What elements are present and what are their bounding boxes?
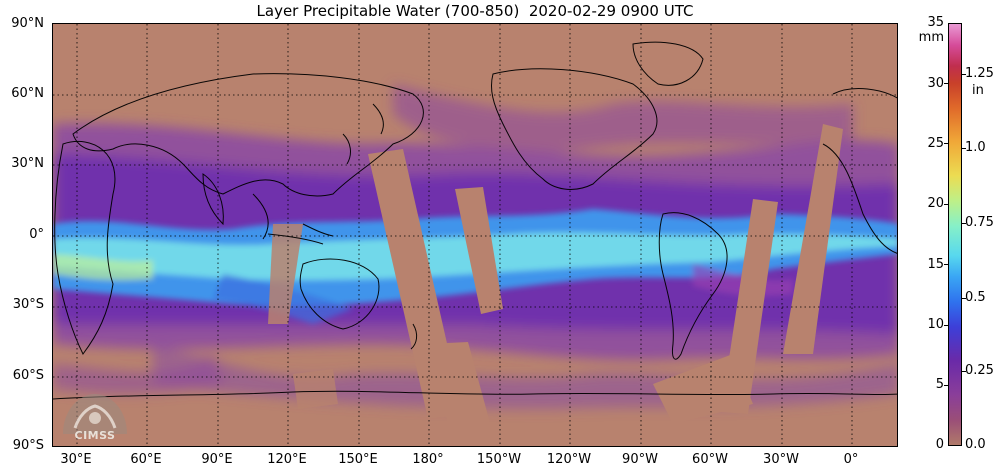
cb-tick xyxy=(944,143,948,144)
lat-label-90s: 90°S xyxy=(12,438,44,453)
lon-label-90e: 90°E xyxy=(201,452,233,467)
cb-tick xyxy=(962,371,966,372)
colorbar-mm-tick-25: 25 xyxy=(927,136,944,151)
colorbar-in-tick-0-25: 0.25 xyxy=(965,363,994,378)
lon-label-90w: 90°W xyxy=(622,452,658,467)
colorbar-mm-tick-30: 30 xyxy=(927,76,944,91)
lat-label-equator: 0° xyxy=(29,227,44,242)
cb-tick xyxy=(944,83,948,84)
lon-label-180: 180° xyxy=(412,452,444,467)
cb-tick xyxy=(944,264,948,265)
cb-tick xyxy=(962,298,966,299)
cb-tick xyxy=(962,223,966,224)
lon-label-0: 0° xyxy=(843,452,859,467)
cimss-logo-icon xyxy=(63,394,127,434)
colorbar-in-unit: in xyxy=(972,83,984,98)
lat-label-30s: 30°S xyxy=(12,297,44,312)
map-title: Layer Precipitable Water (700-850) 2020-… xyxy=(256,2,694,20)
colorbar-in-tick-0-0: 0.0 xyxy=(965,437,986,452)
colorbar-mm-tick-10: 10 xyxy=(927,317,944,332)
colorbar-mm-tick-5: 5 xyxy=(935,377,944,392)
map-graphic xyxy=(53,24,897,446)
colorbar-in-tick-1-25: 1.25 xyxy=(965,66,994,81)
lon-label-30e: 30°E xyxy=(60,452,92,467)
lon-label-120e: 120°E xyxy=(267,452,307,467)
lon-label-60e: 60°E xyxy=(130,452,162,467)
precipitable-water-map xyxy=(52,23,898,447)
lat-label-90n: 90°N xyxy=(11,16,44,31)
lat-label-30n: 30°N xyxy=(11,156,44,171)
colorbar-mm-tick-35: 35 xyxy=(927,15,944,30)
colorbar-mm-unit: mm xyxy=(918,30,944,45)
colorbar-in-tick-1-0: 1.0 xyxy=(965,140,986,155)
colorbar-mm-tick-20: 20 xyxy=(927,196,944,211)
lon-label-120w: 120°W xyxy=(546,452,592,467)
cb-tick xyxy=(962,74,966,75)
cb-tick xyxy=(944,325,948,326)
lat-label-60n: 60°N xyxy=(11,86,44,101)
satellite-swath-gaps xyxy=(268,124,843,436)
colorbar-in-tick-0-5: 0.5 xyxy=(965,290,986,305)
lon-label-30w: 30°W xyxy=(763,452,799,467)
colorbar-in-tick-0-75: 0.75 xyxy=(965,215,994,230)
lon-label-150w: 150°W xyxy=(476,452,522,467)
coastlines xyxy=(53,41,897,400)
cb-tick xyxy=(962,148,966,149)
lon-label-60w: 60°W xyxy=(692,452,728,467)
logo-text: CIMSS xyxy=(74,429,116,442)
colorbar xyxy=(948,23,962,446)
cb-tick xyxy=(944,385,948,386)
cb-tick xyxy=(944,204,948,205)
lon-label-150e: 150°E xyxy=(338,452,378,467)
lat-lon-grid xyxy=(53,24,897,446)
lat-label-60s: 60°S xyxy=(12,368,44,383)
colorbar-mm-tick-0: 0 xyxy=(935,437,944,452)
colorbar-mm-tick-15: 15 xyxy=(927,257,944,272)
